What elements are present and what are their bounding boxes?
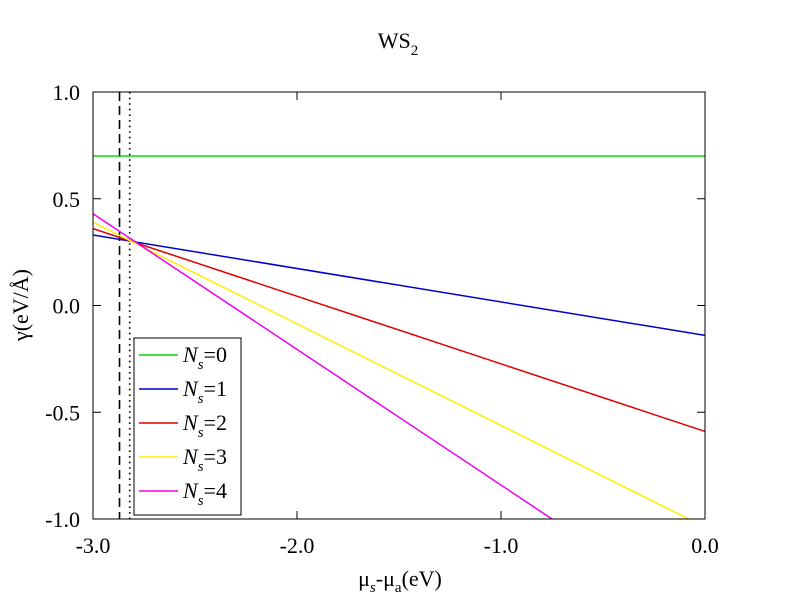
y-tick-label: 0.0 (53, 294, 81, 319)
y-tick-label: -0.5 (45, 400, 80, 425)
y-tick-label: 0.5 (53, 187, 81, 212)
series-line-ns3 (92, 221, 690, 520)
legend-label-ns1: Ns=1 (182, 376, 227, 407)
x-tick-label: -1.0 (484, 533, 519, 558)
x-tick-label: 0.0 (691, 533, 719, 558)
series-line-ns4 (92, 213, 553, 520)
x-axis-label: μs-μa(eV) (358, 566, 442, 596)
legend-label-ns0: Ns=0 (182, 342, 227, 373)
series-line-ns1 (92, 234, 706, 337)
chart-title: WS2 (378, 28, 419, 59)
legend-label-ns3: Ns=3 (182, 444, 227, 475)
x-tick-label: -3.0 (76, 533, 111, 558)
legend-label-ns2: Ns=2 (182, 410, 227, 441)
series-line-ns2 (92, 227, 706, 433)
legend: Ns=0Ns=1Ns=2Ns=3Ns=4 (133, 337, 242, 516)
legend-box (133, 337, 242, 516)
y-tick-label: 1.0 (53, 80, 81, 105)
x-tick-label: -2.0 (280, 533, 315, 558)
legend-label-ns4: Ns=4 (182, 478, 227, 509)
y-axis-label: γ(eV/Å) (8, 269, 33, 342)
y-tick-label: -1.0 (45, 507, 80, 532)
